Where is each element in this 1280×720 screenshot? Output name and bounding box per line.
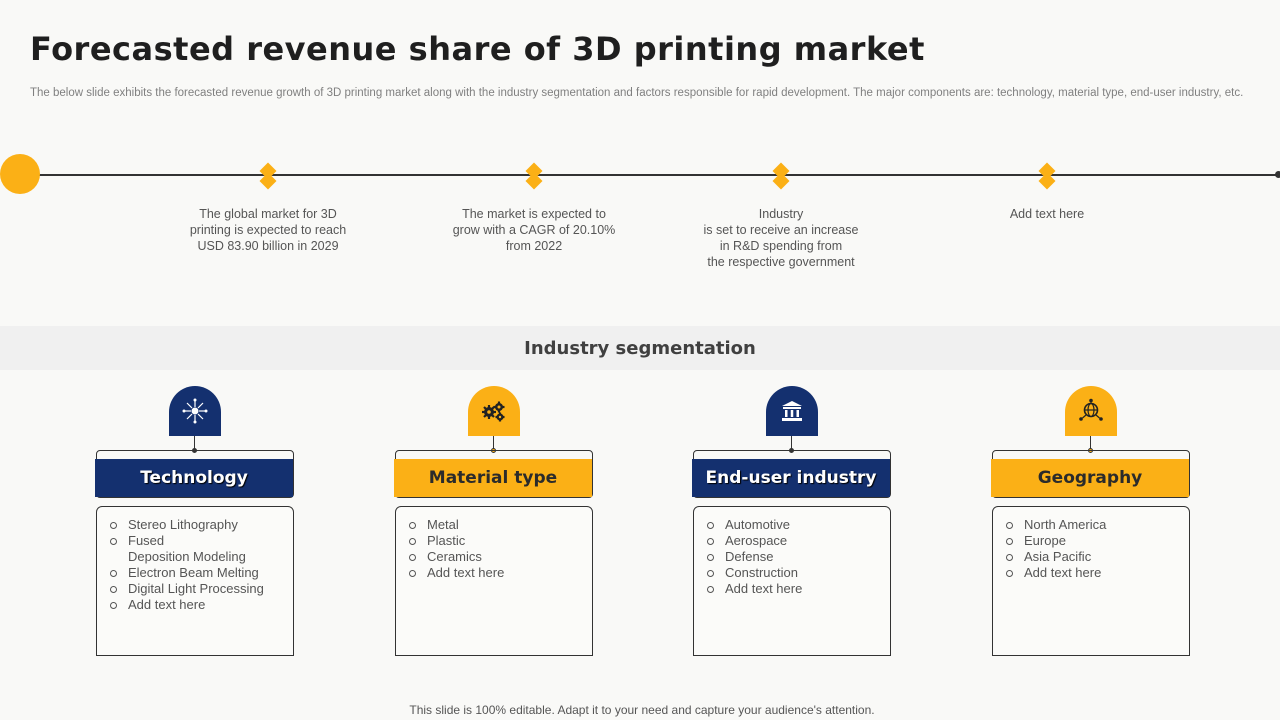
icon-tab: [766, 386, 818, 436]
diamond-marker-icon: [769, 162, 793, 194]
milestone-text: Add text here: [1009, 207, 1085, 221]
timeline-end-dot: [1275, 171, 1280, 178]
icon-tab: [169, 386, 221, 436]
milestone-text: The market is expected to grow with a CA…: [452, 207, 616, 253]
icon-tab: [468, 386, 520, 436]
segment-list: Metal Plastic Ceramics Add text here: [408, 517, 584, 581]
list-item: Europe: [1005, 533, 1181, 549]
segment-list-box: North America Europe Asia Pacific Add te…: [992, 506, 1190, 656]
list-item: Add text here: [706, 581, 882, 597]
list-item: Add text here: [408, 565, 584, 581]
diamond-marker-icon: [522, 162, 546, 194]
icon-tab: [1065, 386, 1117, 436]
list-item: Plastic: [408, 533, 584, 549]
milestone-4: Add text here: [947, 162, 1147, 222]
segment-list-box: Automotive Aerospace Defense Constructio…: [693, 506, 891, 656]
diamond-marker-icon: [1035, 162, 1059, 194]
milestone-2: The market is expected to grow with a CA…: [434, 162, 634, 254]
list-item: Automotive: [706, 517, 882, 533]
segment-card-geography: Geography North America Europe Asia Paci…: [991, 386, 1190, 658]
segment-card-end-user-industry: End-user industry Automotive Aerospace D…: [692, 386, 891, 658]
page-subtitle: The below slide exhibits the forecasted …: [30, 87, 1244, 99]
segment-list: Automotive Aerospace Defense Constructio…: [706, 517, 882, 597]
footer-note: This slide is 100% editable. Adapt it to…: [409, 703, 875, 717]
list-item: Add text here: [1005, 565, 1181, 581]
list-item: North America: [1005, 517, 1181, 533]
list-item: Asia Pacific: [1005, 549, 1181, 565]
list-item: Construction: [706, 565, 882, 581]
segmentation-title: Industry segmentation: [524, 337, 756, 359]
segmentation-band: Industry segmentation: [0, 326, 1280, 370]
segment-heading: Material type: [394, 459, 592, 497]
network-icon: [182, 398, 208, 424]
milestone-text: Industry is set to receive an increase i…: [703, 207, 859, 269]
list-item: Metal: [408, 517, 584, 533]
timeline-start-circle: [0, 154, 40, 194]
segment-list: Stereo Lithography Fused Deposition Mode…: [109, 517, 285, 613]
building-icon: [779, 398, 805, 424]
globe-network-icon: [1078, 398, 1104, 424]
segment-list: North America Europe Asia Pacific Add te…: [1005, 517, 1181, 581]
gears-icon: [481, 398, 507, 424]
milestone-3: Industry is set to receive an increase i…: [681, 162, 881, 270]
page-title: Forecasted revenue share of 3D printing …: [30, 30, 925, 68]
segment-heading: End-user industry: [692, 459, 890, 497]
segment-heading: Geography: [991, 459, 1189, 497]
list-item: Stereo Lithography: [109, 517, 285, 533]
segment-card-technology: Technology Stereo Lithography Fused Depo…: [95, 386, 294, 658]
list-item: Fused Deposition Modeling: [109, 533, 285, 565]
list-item: Defense: [706, 549, 882, 565]
list-item: Digital Light Processing: [109, 581, 285, 597]
timeline-line: [20, 174, 1278, 176]
segment-card-material-type: Material type Metal Plastic Ceramics Add…: [394, 386, 593, 658]
list-item: Electron Beam Melting: [109, 565, 285, 581]
list-item: Ceramics: [408, 549, 584, 565]
milestone-text: The global market for 3D printing is exp…: [189, 207, 347, 253]
list-item: Aerospace: [706, 533, 882, 549]
milestone-1: The global market for 3D printing is exp…: [168, 162, 368, 254]
diamond-marker-icon: [256, 162, 280, 194]
segment-heading: Technology: [95, 459, 293, 497]
segment-list-box: Metal Plastic Ceramics Add text here: [395, 506, 593, 656]
segment-list-box: Stereo Lithography Fused Deposition Mode…: [96, 506, 294, 656]
list-item: Add text here: [109, 597, 285, 613]
